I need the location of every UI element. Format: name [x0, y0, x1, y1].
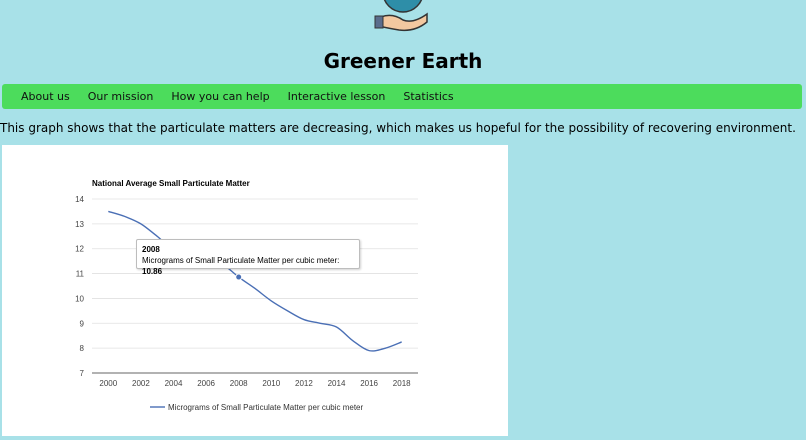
y-tick-label: 7 [80, 369, 85, 378]
tooltip-year: 2008 [142, 245, 160, 254]
y-tick-label: 8 [80, 344, 85, 353]
nav-how-you-can-help[interactable]: How you can help [171, 90, 270, 103]
chart-card: National Average Small Particulate Matte… [2, 145, 508, 436]
x-tick-label: 2016 [360, 379, 378, 388]
y-tick-label: 13 [75, 220, 84, 229]
y-tick-label: 14 [75, 195, 84, 204]
x-tick-label: 2010 [262, 379, 280, 388]
chart-gridlines [92, 198, 418, 374]
y-tick-label: 10 [75, 294, 84, 303]
series-line [108, 210, 402, 352]
nav-about-us[interactable]: About us [21, 90, 70, 103]
tooltip-value: 10.86 [142, 267, 163, 276]
x-tick-label: 2002 [132, 379, 150, 388]
globe-in-hand-icon [374, 0, 428, 32]
legend-label: Micrograms of Small Particulate Matter p… [168, 403, 364, 412]
y-tick-label: 12 [75, 245, 84, 254]
chart-legend[interactable]: Micrograms of Small Particulate Matter p… [150, 403, 364, 412]
x-tick-label: 2004 [165, 379, 183, 388]
y-tick-label: 11 [76, 270, 85, 279]
tooltip-label: Micrograms of Small Particulate Matter p… [142, 256, 340, 265]
x-tick-label: 2000 [99, 379, 117, 388]
x-tick-label: 2012 [295, 379, 313, 388]
y-tick-label: 9 [80, 319, 85, 328]
x-axis-ticks: 2000 2002 2004 2006 2008 2010 2012 2014 2016 2018 [99, 379, 411, 388]
x-tick-label: 2006 [197, 379, 215, 388]
chart-tooltip: 2008 Micrograms of Small Particulate Mat… [136, 239, 360, 276]
chart-title: National Average Small Particulate Matte… [92, 179, 250, 188]
site-title: Greener Earth [323, 49, 483, 73]
x-tick-label: 2008 [230, 379, 248, 388]
x-tick-label: 2018 [393, 379, 411, 388]
particulate-line-chart: National Average Small Particulate Matte… [75, 179, 418, 412]
nav-statistics[interactable]: Statistics [403, 90, 454, 103]
data-points [235, 273, 243, 281]
x-tick-label: 2014 [328, 379, 346, 388]
y-axis-ticks: 7 8 9 10 11 12 13 14 [75, 195, 84, 378]
data-point-highlighted[interactable] [235, 273, 243, 281]
nav-our-mission[interactable]: Our mission [87, 90, 154, 103]
main-navbar: About us Our mission How you can help In… [2, 84, 802, 109]
intro-text: This graph shows that the particulate ma… [0, 121, 796, 135]
nav-interactive-lesson[interactable]: Interactive lesson [287, 90, 386, 103]
